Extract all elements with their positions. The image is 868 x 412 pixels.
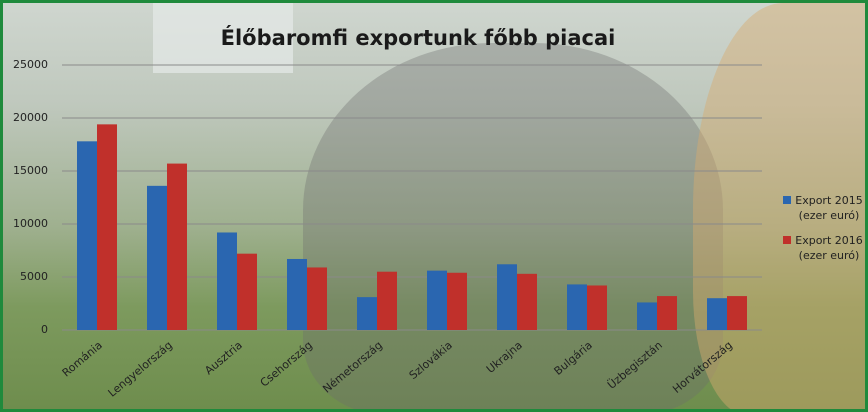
legend-swatch xyxy=(783,196,791,204)
bar xyxy=(587,285,607,330)
chart-container: Élőbaromfi exportunk főbb piacai 0 5000 10… xyxy=(0,0,868,412)
y-tick-label: 5000 xyxy=(20,270,48,283)
x-tick-label: Románia xyxy=(60,339,105,380)
x-tick-label: Németország xyxy=(320,339,384,396)
chart: Élőbaromfi exportunk főbb piacai 0 5000 10… xyxy=(3,3,865,409)
bar xyxy=(77,141,97,330)
bar xyxy=(517,274,537,330)
bar xyxy=(307,267,327,330)
bar xyxy=(377,272,397,330)
x-tick-label: Ukrajna xyxy=(484,339,525,376)
y-tick-label: 10000 xyxy=(13,217,48,230)
x-tick-label: Bulgária xyxy=(552,339,595,378)
y-tick-label: 25000 xyxy=(13,58,48,71)
bar xyxy=(97,124,117,330)
x-tick-label: Üzbegisztán xyxy=(605,339,665,392)
bar xyxy=(287,259,307,330)
chart-title: Élőbaromfi exportunk főbb piacai xyxy=(221,25,616,50)
y-tick-label: 0 xyxy=(41,323,48,336)
bar xyxy=(447,273,467,330)
x-tick-label: Ausztria xyxy=(202,339,245,378)
bar xyxy=(357,297,377,330)
x-tick-label: Lengyelország xyxy=(106,339,175,400)
y-tick-label: 20000 xyxy=(13,111,48,124)
bar xyxy=(567,284,587,330)
bar xyxy=(147,186,167,330)
bar xyxy=(707,298,727,330)
bar xyxy=(237,254,257,330)
bar xyxy=(637,302,657,330)
bar xyxy=(657,296,677,330)
legend-item: Export 2016 (ezer euró) xyxy=(783,233,863,263)
legend-label: Export 2015 (ezer euró) xyxy=(795,193,863,223)
bar xyxy=(427,271,447,330)
bar xyxy=(497,264,517,330)
legend-swatch xyxy=(783,236,791,244)
bar xyxy=(727,296,747,330)
legend-label: Export 2016 (ezer euró) xyxy=(795,233,863,263)
bar xyxy=(167,164,187,330)
x-tick-label: Horvátország xyxy=(670,339,735,396)
y-tick-label: 15000 xyxy=(13,164,48,177)
x-tick-label: Szlovákia xyxy=(407,339,455,382)
x-tick-label: Csehország xyxy=(258,339,315,390)
bar xyxy=(217,232,237,330)
legend-item: Export 2015 (ezer euró) xyxy=(783,193,863,223)
